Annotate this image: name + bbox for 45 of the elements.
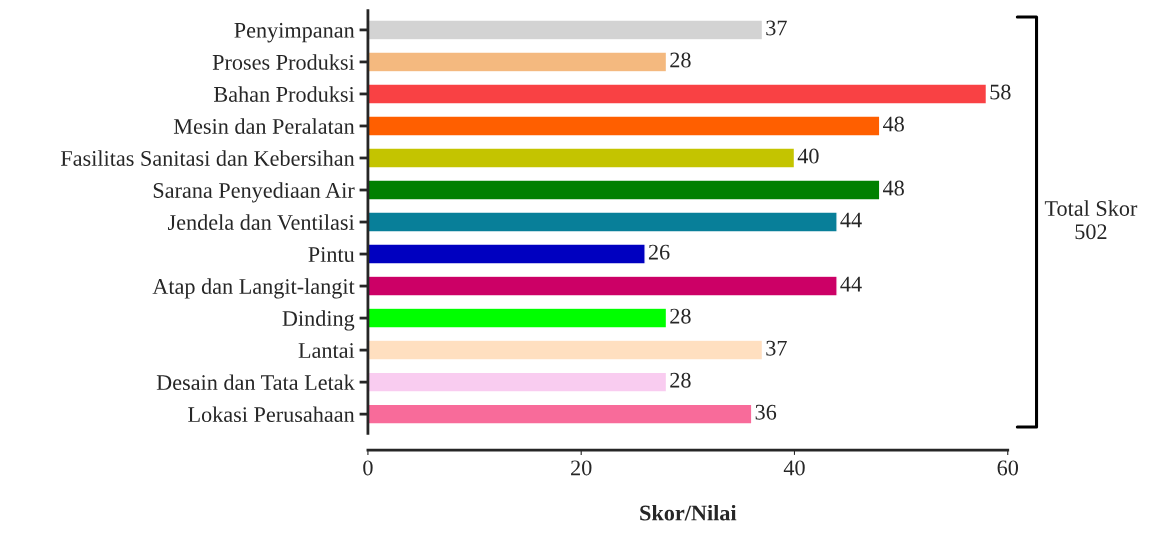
bar: [367, 179, 881, 201]
bar: [367, 275, 838, 297]
bar: [367, 147, 796, 169]
data-label: 37: [766, 340, 787, 356]
bar: [367, 83, 988, 105]
y-tick-label: Dinding: [282, 310, 355, 331]
y-tick-label: Mesin dan Peralatan: [173, 118, 355, 134]
bar: [367, 339, 764, 361]
data-label: 28: [670, 372, 691, 388]
data-label: 58: [990, 84, 1011, 100]
x-tick-label: 40: [783, 460, 805, 476]
x-tick-label: 60: [997, 460, 1019, 476]
y-tick-label: Proses Produksi: [212, 54, 355, 70]
y-tick-label: Jendela dan Ventilasi: [167, 214, 355, 231]
data-label: 44: [840, 276, 862, 292]
data-label: 37: [766, 20, 787, 36]
y-tick-label: Sarana Penyediaan Air: [153, 182, 355, 203]
data-label: 48: [882, 180, 904, 196]
bar: [367, 403, 753, 425]
data-label: 48: [882, 116, 904, 132]
bar: [367, 211, 838, 233]
y-tick-label: Fasilitas Sanitasi dan Kebersihan: [60, 150, 355, 166]
bar: [367, 19, 764, 41]
y-tick-label: Lantai: [298, 343, 355, 359]
data-label: 44: [840, 212, 862, 228]
bar: [367, 307, 668, 329]
bar: [367, 243, 646, 265]
bar: [367, 371, 668, 393]
text: Total Skor 502: [1044, 200, 1138, 240]
x-tick-label: 20: [571, 460, 592, 476]
x-axis-title: Skor/Nilai: [640, 504, 737, 521]
y-tick-label: Lokasi Perusahaan: [188, 406, 355, 423]
x-tick-label: 0: [363, 460, 373, 476]
y-tick-label: Pintu: [308, 247, 355, 262]
data-label: 28: [670, 308, 691, 324]
bar: [367, 115, 881, 137]
data-label: 26: [648, 244, 670, 260]
y-tick-label: Bahan Produksi: [214, 86, 355, 102]
bar: [367, 51, 668, 73]
data-label: 36: [755, 404, 777, 420]
y-tick-label: Desain dan Tata Letak: [156, 374, 355, 391]
y-tick-label: Atap dan Langit-langit: [152, 278, 355, 299]
data-label: 40: [797, 148, 819, 164]
data-label: 28: [670, 52, 691, 68]
y-tick-label: Penyimpanan: [234, 22, 355, 43]
